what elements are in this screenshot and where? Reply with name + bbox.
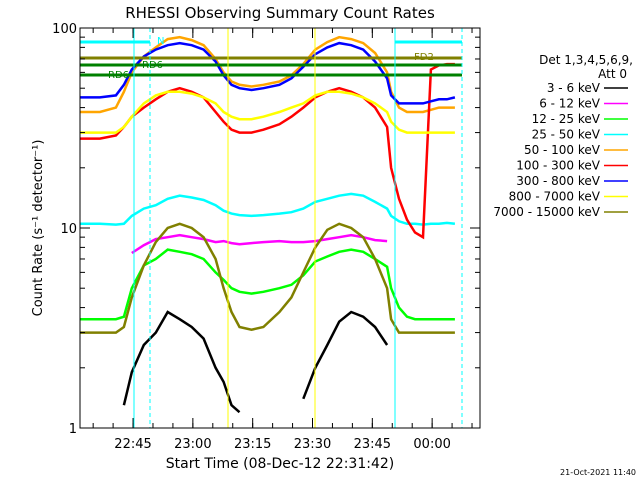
y-axis-label: Count Rate (s⁻¹ detector⁻¹) (31, 140, 46, 317)
annotation-layer: N RD6 RD6 FD2 (80, 28, 463, 428)
legend-subtitle: Att 0 (598, 67, 627, 81)
chart-title: RHESSI Observing Summary Count Rates (125, 4, 435, 22)
series-line (80, 62, 455, 240)
legend-label: 6 - 12 keV (539, 97, 601, 111)
legend-label: 50 - 100 keV (524, 143, 601, 157)
annotation-label: RD6 (142, 60, 163, 71)
plot-frame (79, 27, 481, 429)
legend-label: 800 - 7000 keV (509, 190, 601, 204)
legend-label: 100 - 300 keV (516, 159, 600, 173)
annotation-label: N (157, 36, 164, 47)
y-tick-label: 1 (69, 422, 77, 437)
timestamp: 21-Oct-2021 11:40 (560, 468, 636, 477)
x-tick-label: 00:00 (413, 437, 450, 452)
series-line (80, 35, 455, 114)
annotation-label: RD6 (108, 70, 129, 81)
x-tick-label: 23:30 (294, 437, 331, 452)
y-tick-label: 10 (60, 222, 77, 237)
series-line (80, 41, 456, 105)
x-axis-label: Start Time (08-Dec-12 22:31:42) (166, 456, 394, 472)
annotation-label: FD2 (414, 52, 434, 63)
series-line (131, 233, 388, 255)
legend-label: 3 - 6 keV (547, 81, 601, 95)
legend-title: Det 1,3,4,5,6,9, (539, 53, 633, 67)
x-tick-label: 23:00 (174, 437, 211, 452)
legend-label: 25 - 50 keV (532, 128, 601, 142)
series-line (80, 90, 455, 134)
x-tick-label: 23:45 (354, 437, 391, 452)
series-line (80, 248, 455, 321)
legend-label: 7000 - 15000 keV (493, 205, 600, 219)
series-line (80, 222, 455, 334)
legend-label: 12 - 25 keV (532, 112, 601, 126)
x-tick-label: 22:45 (114, 437, 151, 452)
series-layer (80, 35, 456, 414)
axes-layer: 22:45 23:00 23:15 23:30 23:45 00:00 1 10 100 (52, 22, 480, 452)
y-tick-label: 100 (52, 22, 77, 37)
legend-label: 300 - 800 keV (516, 174, 600, 188)
x-tick-label: 23:15 (234, 437, 271, 452)
series-line (122, 310, 389, 414)
